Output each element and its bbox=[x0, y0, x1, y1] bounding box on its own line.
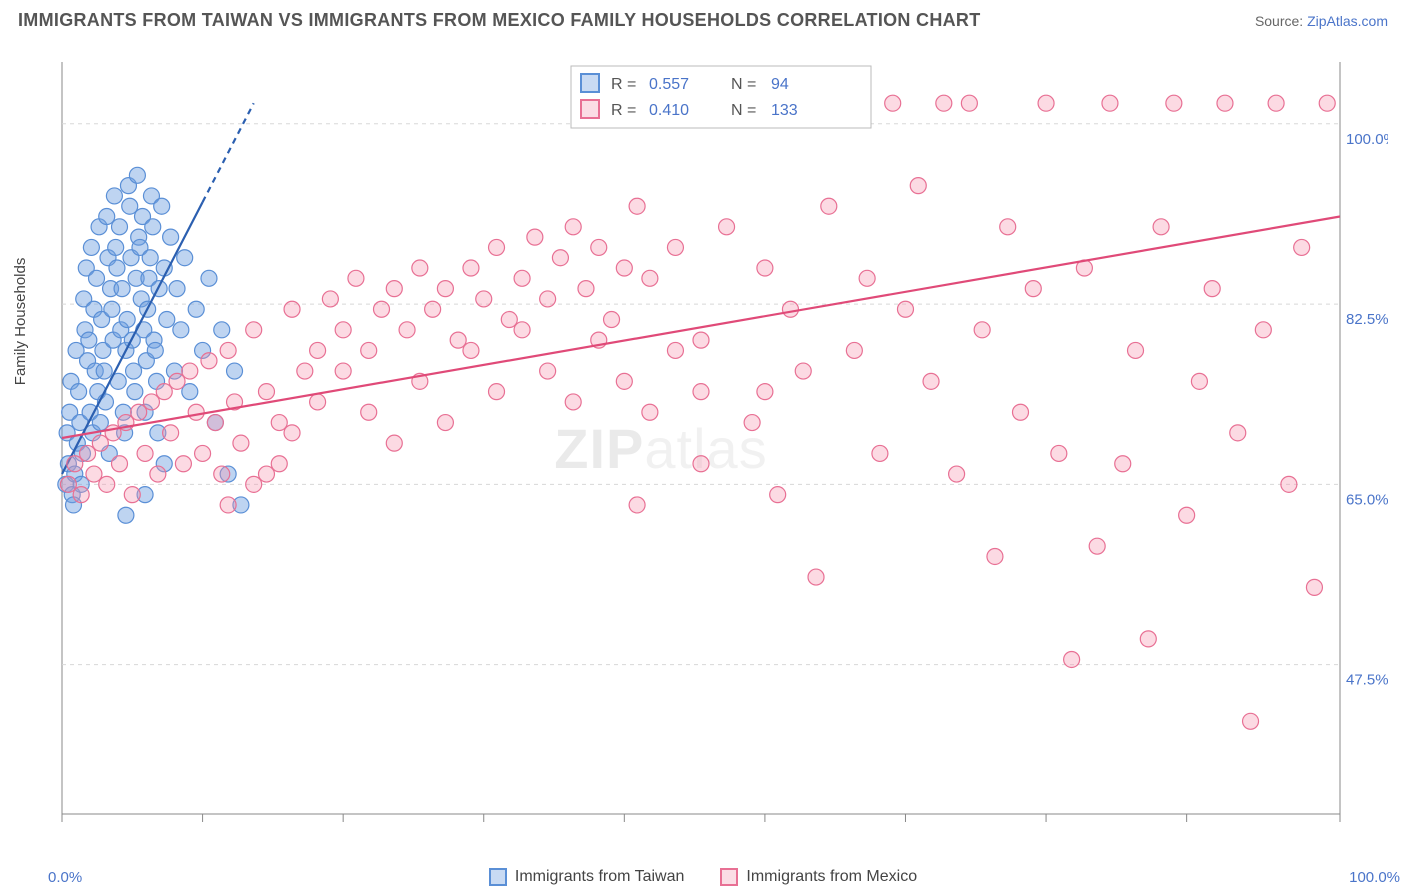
svg-text:65.0%: 65.0% bbox=[1346, 491, 1388, 508]
swatch-icon bbox=[720, 868, 738, 886]
bottom-legend: Immigrants from Taiwan Immigrants from M… bbox=[0, 868, 1406, 886]
svg-text:ZIPatlas: ZIPatlas bbox=[554, 417, 767, 480]
svg-text:47.5%: 47.5% bbox=[1346, 672, 1388, 689]
svg-text:133: 133 bbox=[771, 102, 798, 119]
source-link[interactable]: ZipAtlas.com bbox=[1307, 13, 1388, 29]
svg-text:94: 94 bbox=[771, 76, 789, 93]
svg-text:82.5%: 82.5% bbox=[1346, 311, 1388, 328]
legend-item-taiwan: Immigrants from Taiwan bbox=[489, 868, 685, 886]
legend-label: Immigrants from Mexico bbox=[746, 868, 917, 886]
scatter-chart: 47.5% 65.0% 82.5% 100.0% ZIPatlas R = 0.557 N =… bbox=[18, 44, 1388, 854]
svg-text:N =: N = bbox=[731, 76, 756, 93]
swatch-icon bbox=[489, 868, 507, 886]
chart-container: Family Households 47.5%65.0%82.5%100.0%Z… bbox=[18, 44, 1388, 854]
chart-header: IMMIGRANTS FROM TAIWAN VS IMMIGRANTS FRO… bbox=[0, 0, 1406, 37]
source-attribution: Source: ZipAtlas.com bbox=[1255, 13, 1388, 29]
legend-item-mexico: Immigrants from Mexico bbox=[720, 868, 917, 886]
svg-text:N =: N = bbox=[731, 102, 756, 119]
svg-text:0.410: 0.410 bbox=[649, 102, 689, 119]
svg-text:R =: R = bbox=[611, 76, 636, 93]
y-axis-label: Family Households bbox=[12, 258, 29, 386]
legend-label: Immigrants from Taiwan bbox=[515, 868, 685, 886]
svg-text:R =: R = bbox=[611, 102, 636, 119]
svg-text:0.557: 0.557 bbox=[649, 76, 689, 93]
svg-text:100.0%: 100.0% bbox=[1346, 131, 1388, 148]
chart-title: IMMIGRANTS FROM TAIWAN VS IMMIGRANTS FRO… bbox=[18, 10, 981, 31]
